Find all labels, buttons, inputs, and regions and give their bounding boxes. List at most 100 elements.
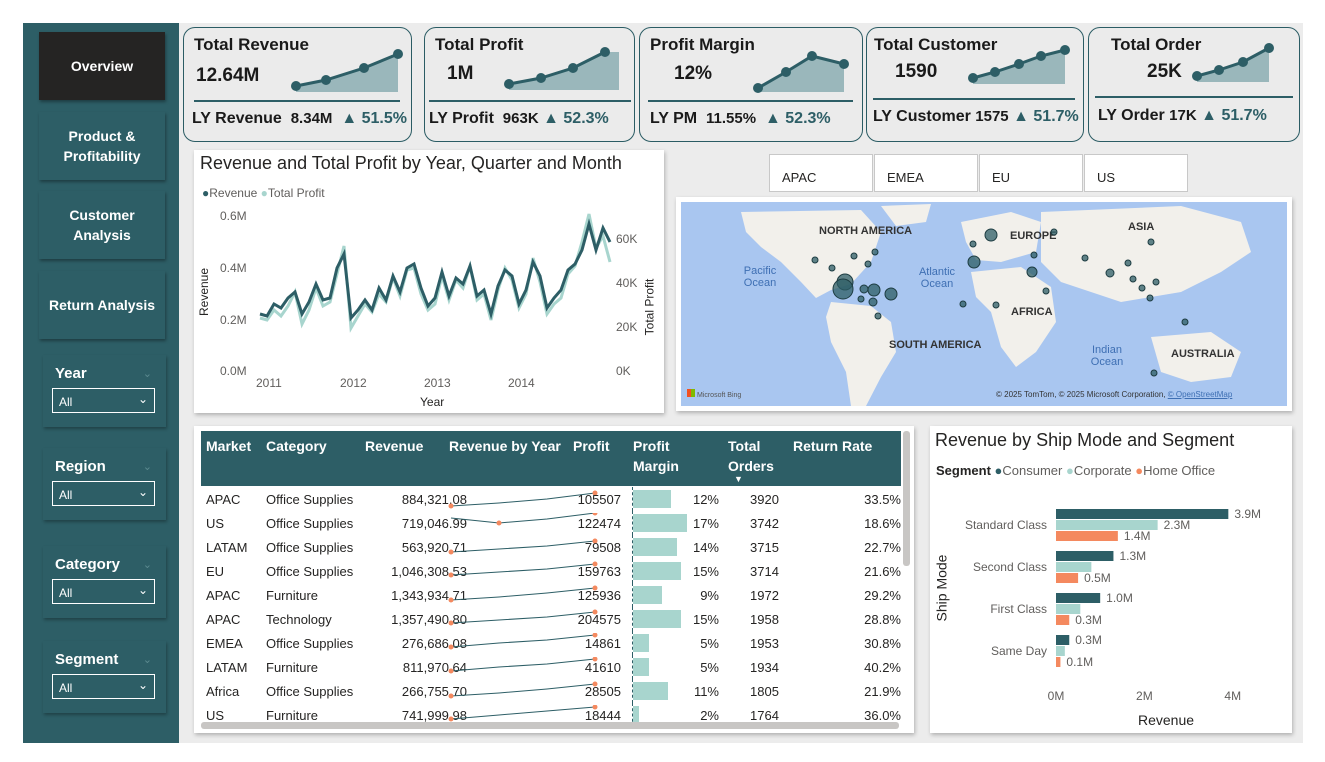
year-slicer-label: Year — [55, 365, 87, 382]
cell-market: APAC — [206, 492, 241, 507]
bar-corporate[interactable] — [1056, 520, 1158, 530]
world-map[interactable]: NORTH AMERICA EUROPE ASIA AFRICA SOUTH A… — [681, 202, 1287, 406]
table-vertical-scrollbar[interactable] — [903, 431, 910, 566]
kpi-ly-value: 8.34M — [290, 110, 333, 127]
nav-overview-button[interactable]: Overview — [39, 32, 165, 100]
bar-corporate[interactable] — [1056, 562, 1092, 572]
nav-product-profitability-button[interactable]: Product & Profitability — [39, 112, 165, 180]
y-tick-right: 60K — [616, 232, 638, 246]
sort-desc-icon[interactable]: ▼ — [734, 474, 743, 484]
bar-consumer[interactable] — [1056, 551, 1114, 561]
table-row[interactable]: APAC Office Supplies 884,321.08 105507 12% 39… — [201, 487, 901, 511]
cell-category: Office Supplies — [266, 492, 354, 507]
cell-profit: 204575 — [577, 612, 621, 627]
table-row[interactable]: EU Office Supplies 1,046,308.53 159763 15% 37… — [201, 559, 901, 583]
table-row[interactable]: LATAM Furniture 811,970.64 41610 5% 1934 40.2% — [201, 655, 901, 679]
segment-dropdown[interactable]: All ⌄ — [52, 674, 155, 699]
bar-home-office[interactable] — [1056, 573, 1079, 583]
table-row[interactable]: US Furniture 741,999.98 18444 2% 1764 36.0% — [201, 703, 901, 727]
slicer-collapse-icon[interactable]: ⌄ — [142, 654, 152, 666]
cell-profit: 18444 — [584, 708, 621, 723]
year-dropdown-value: All — [59, 395, 73, 409]
cell-market: US — [206, 516, 225, 531]
kpi-ly-label: LY Order — [1098, 107, 1165, 124]
cell-category: Office Supplies — [266, 684, 354, 699]
table-row[interactable]: APAC Furniture 1,343,934.71 125936 9% 1972 29.… — [201, 583, 901, 607]
cell-market: EU — [206, 564, 225, 579]
kpi-ly-label: LY Revenue — [192, 110, 282, 127]
bar-home-office[interactable] — [1056, 657, 1061, 667]
bar-x-axis-label: Revenue — [1138, 712, 1195, 728]
bar-home-office[interactable] — [1056, 615, 1070, 625]
region-tab-apac[interactable]: APAC — [769, 154, 873, 192]
table-header: Market Category Revenue Revenue by Year … — [201, 431, 901, 486]
cell-margin-bar — [633, 706, 639, 724]
arrow-up-icon: ▲ — [1201, 107, 1217, 124]
table-row[interactable]: LATAM Office Supplies 563,920.71 79508 14% 37… — [201, 535, 901, 559]
bar-consumer[interactable] — [1056, 593, 1101, 603]
table-row[interactable]: APAC Technology 1,357,490.80 204575 15% 1958 2… — [201, 607, 901, 631]
cell-return-rate: 36.0% — [864, 708, 901, 723]
cell-return-rate: 28.8% — [864, 612, 901, 627]
legend-total-profit: Total Profit — [267, 186, 325, 200]
slicer-collapse-icon[interactable]: ⌄ — [142, 461, 152, 473]
cell-margin-bar — [633, 658, 649, 676]
region-slicer: Region ⌄ All ⌄ — [43, 448, 166, 520]
kpi-title: Total Customer — [874, 35, 998, 54]
kpi-growth: 52.3% — [563, 110, 609, 127]
kpi-ly-row: LY Profit 963K ▲ 52.3% — [429, 110, 609, 128]
nav-return-analysis-button[interactable]: Return Analysis — [39, 271, 165, 339]
cell-market: US — [206, 708, 225, 723]
table-row[interactable]: EMEA Office Supplies 276,686.08 14861 5% 1953… — [201, 631, 901, 655]
kpi-growth: 51.7% — [1221, 107, 1267, 124]
region-tab-emea[interactable]: EMEA — [874, 154, 978, 192]
column-header-total-orders[interactable]: Total Orders — [728, 438, 774, 474]
kpi-value: 25K — [1147, 61, 1182, 82]
cell-margin: 15% — [692, 612, 719, 627]
bar-x-tick: 2M — [1136, 689, 1153, 703]
x-axis-label: Year — [420, 395, 445, 409]
column-header-revenue[interactable]: Revenue — [365, 438, 424, 454]
nav-customer-analysis-button[interactable]: Customer Analysis — [39, 191, 165, 259]
bar-consumer[interactable] — [1056, 509, 1229, 519]
bar-corporate[interactable] — [1056, 646, 1065, 656]
cell-category: Furniture — [266, 660, 319, 675]
region-tab-eu[interactable]: EU — [979, 154, 1083, 192]
region-tab-us[interactable]: US — [1084, 154, 1188, 192]
cell-revenue-sparkline — [448, 490, 598, 509]
slicer-collapse-icon[interactable]: ⌄ — [142, 368, 152, 380]
category-slicer-label: Category — [55, 556, 121, 573]
table-horizontal-scrollbar[interactable] — [201, 722, 899, 729]
cell-margin-bar — [633, 682, 668, 700]
bar-consumer[interactable] — [1056, 635, 1070, 645]
column-header-profit-margin[interactable]: Profit Margin — [633, 438, 679, 474]
region-dropdown[interactable]: All ⌄ — [52, 481, 155, 506]
kpi-ly-row: LY PM 11.55% ▲ 52.3% — [650, 110, 831, 128]
kpi-ly-value: 11.55% — [706, 110, 757, 127]
cell-margin: 5% — [700, 636, 719, 651]
x-tick: 2012 — [340, 376, 367, 390]
bar-corporate[interactable] — [1056, 604, 1081, 614]
kpi-ly-row: LY Revenue 8.34M ▲ 51.5% — [192, 110, 407, 128]
kpi-divider — [429, 100, 631, 102]
margin-axis-line — [632, 703, 633, 727]
year-dropdown[interactable]: All ⌄ — [52, 388, 155, 413]
column-header-return-rate[interactable]: Return Rate — [793, 438, 873, 454]
table-row[interactable]: Africa Office Supplies 266,755.70 28505 11% 1… — [201, 679, 901, 703]
table-row[interactable]: US Office Supplies 719,046.99 122474 17% 3742… — [201, 511, 901, 535]
column-header-market[interactable]: Market — [206, 438, 252, 454]
map-osm-link[interactable]: © OpenStreetMap — [1167, 390, 1233, 399]
arrow-up-icon: ▲ — [764, 110, 781, 127]
margin-axis-line — [632, 559, 633, 583]
slicer-collapse-icon[interactable]: ⌄ — [142, 559, 152, 571]
cell-orders: 3920 — [750, 492, 779, 507]
column-header-category[interactable]: Category — [266, 438, 327, 454]
cell-profit: 159763 — [577, 564, 621, 579]
column-header-profit[interactable]: Profit — [573, 438, 610, 454]
legend-dot-icon: ● — [1065, 463, 1074, 478]
kpi-ly-value: 1575 — [975, 108, 1009, 125]
column-header-revenue-by-year[interactable]: Revenue by Year — [449, 438, 561, 454]
category-dropdown[interactable]: All ⌄ — [52, 579, 155, 604]
map-label-north-america: NORTH AMERICA — [819, 225, 913, 237]
bar-home-office[interactable] — [1056, 531, 1118, 541]
